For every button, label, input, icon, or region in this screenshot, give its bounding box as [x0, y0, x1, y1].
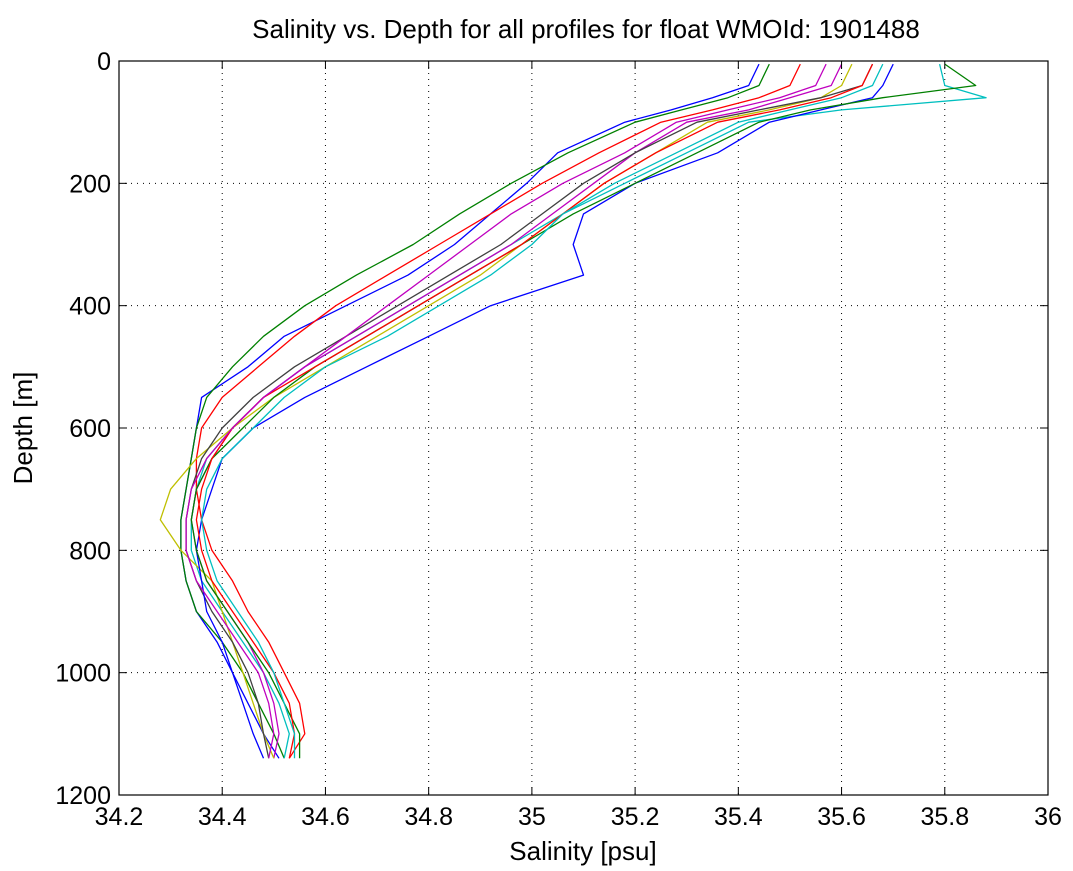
x-tick-label: 35.4 [714, 803, 763, 831]
profile-line-10 [195, 63, 874, 759]
profile-line-6 [159, 63, 853, 759]
x-tick-label: 36 [1034, 803, 1062, 831]
profile-lines [159, 63, 987, 759]
profile-line-7 [185, 63, 874, 759]
grid-lines [119, 61, 1048, 795]
x-tick-label: 35.6 [817, 803, 866, 831]
x-tick-label: 35.2 [611, 803, 660, 831]
x-tick-labels: 34.2 34.4 34.6 34.8 35 35.2 35.4 35.6 35.8 36 [95, 803, 1062, 831]
x-tick-label: 34.8 [404, 803, 453, 831]
profile-line-12 [185, 63, 827, 759]
y-tick-label: 1200 [55, 782, 111, 810]
y-tick-label: 1000 [55, 660, 111, 688]
axis-ticks [118, 60, 1049, 796]
profile-line-8 [195, 63, 894, 759]
x-tick-label: 35.8 [920, 803, 969, 831]
x-tick-label: 34.6 [301, 803, 350, 831]
y-tick-label: 800 [69, 537, 111, 565]
profile-line-3 [195, 63, 801, 759]
profile-line-9 [190, 63, 977, 759]
y-tick-label: 600 [69, 415, 111, 443]
y-tick-label: 400 [69, 293, 111, 321]
x-tick-label: 34.4 [198, 803, 247, 831]
x-tick-label: 34.2 [95, 803, 144, 831]
y-axis-label: Depth [m] [8, 372, 38, 485]
profile-line-11 [200, 63, 884, 759]
profile-line-2 [180, 63, 770, 759]
chart-title: Salinity vs. Depth for all profiles for … [252, 14, 920, 44]
y-tick-labels: 0 200 400 600 800 1000 1200 [55, 48, 111, 810]
y-tick-label: 0 [97, 48, 111, 76]
x-axis-label: Salinity [psu] [509, 836, 656, 866]
profile-line-1 [180, 63, 760, 759]
y-tick-label: 200 [69, 170, 111, 198]
x-tick-label: 35 [518, 803, 546, 831]
